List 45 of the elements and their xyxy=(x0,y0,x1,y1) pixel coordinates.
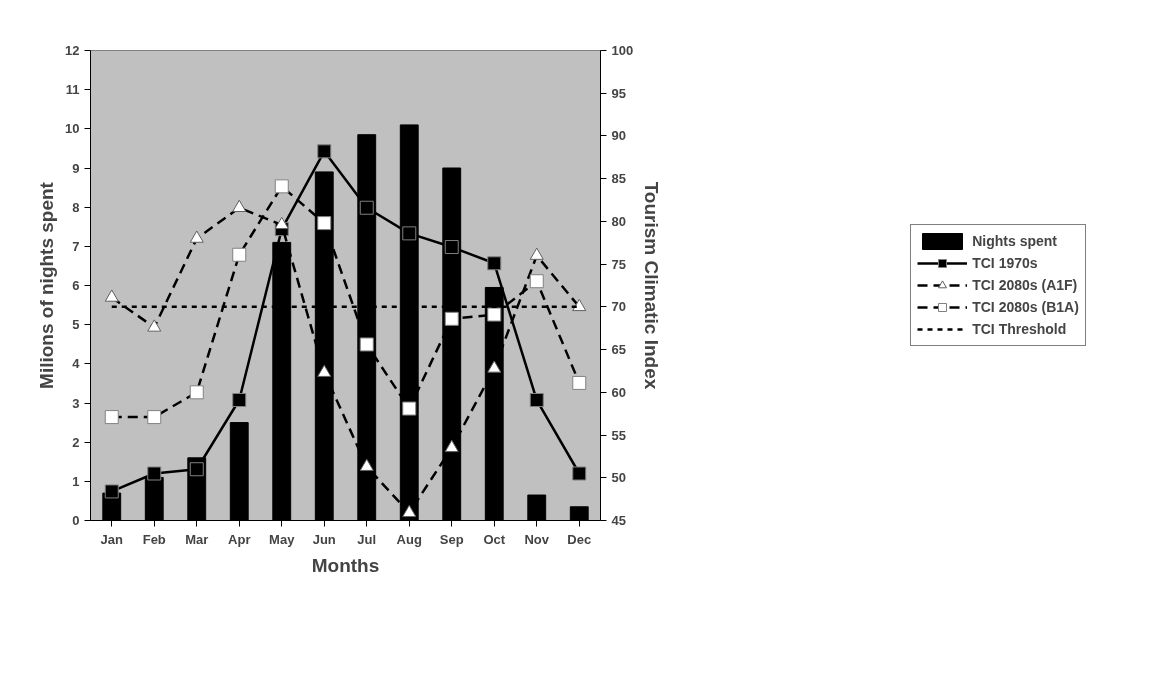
legend-label: Nights spent xyxy=(972,233,1057,249)
y2-tick-label: 60 xyxy=(611,384,626,400)
x-tick-label: Jul xyxy=(357,531,377,547)
y-tick-label: 4 xyxy=(72,356,81,372)
y2-tick-label: 50 xyxy=(611,470,626,486)
y2-tick-label: 80 xyxy=(611,213,626,229)
y-tick-label: 7 xyxy=(72,238,80,254)
x-tick-label: Nov xyxy=(524,531,550,547)
y2-tick-label: 100 xyxy=(611,43,634,58)
y2-axis-title: Tourism Climatic Index xyxy=(641,181,663,390)
legend-label: TCI 2080s (A1F) xyxy=(972,277,1078,293)
y-tick-label: 12 xyxy=(65,43,80,58)
y2-tick-label: 90 xyxy=(611,128,626,144)
x-tick-label: Jun xyxy=(312,531,336,547)
y2-tick-label: 65 xyxy=(611,342,626,358)
y-tick-label: 8 xyxy=(72,199,80,215)
y-axis-title: Milions of nights spent xyxy=(36,181,58,389)
x-tick-label: Dec xyxy=(567,531,592,547)
legend-label: TCI 1970s xyxy=(972,255,1038,271)
y2-tick-label: 85 xyxy=(611,171,626,187)
y2-tick-label: 45 xyxy=(611,513,626,528)
y-tick-label: 10 xyxy=(65,121,80,137)
y2-tick-label: 95 xyxy=(611,85,626,101)
y-tick-label: 9 xyxy=(72,160,80,176)
x-tick-label: Feb xyxy=(142,531,166,547)
x-tick-label: Aug xyxy=(396,531,422,547)
x-tick-label: Apr xyxy=(228,531,251,547)
y-tick-label: 6 xyxy=(72,278,80,293)
y2-tick-label: 55 xyxy=(611,427,626,443)
y-tick-label: 3 xyxy=(72,395,80,411)
y2-tick-label: 75 xyxy=(611,256,626,272)
legend-label: TCI Threshold xyxy=(972,321,1067,337)
x-tick-label: Sep xyxy=(439,531,464,547)
y-tick-label: 0 xyxy=(72,513,80,528)
x-tick-label: Oct xyxy=(483,531,506,547)
x-tick-label: May xyxy=(269,531,296,547)
y-tick-label: 5 xyxy=(72,317,80,333)
x-tick-label: Jan xyxy=(100,531,124,547)
y2-tick-label: 70 xyxy=(611,299,626,315)
y-tick-label: 11 xyxy=(65,82,80,98)
legend-label: TCI 2080s (B1A) xyxy=(972,299,1079,315)
y-tick-label: 2 xyxy=(72,434,80,450)
x-tick-label: Mar xyxy=(185,531,209,547)
y-tick-label: 1 xyxy=(72,473,80,489)
x-axis-title: Months xyxy=(311,554,380,576)
